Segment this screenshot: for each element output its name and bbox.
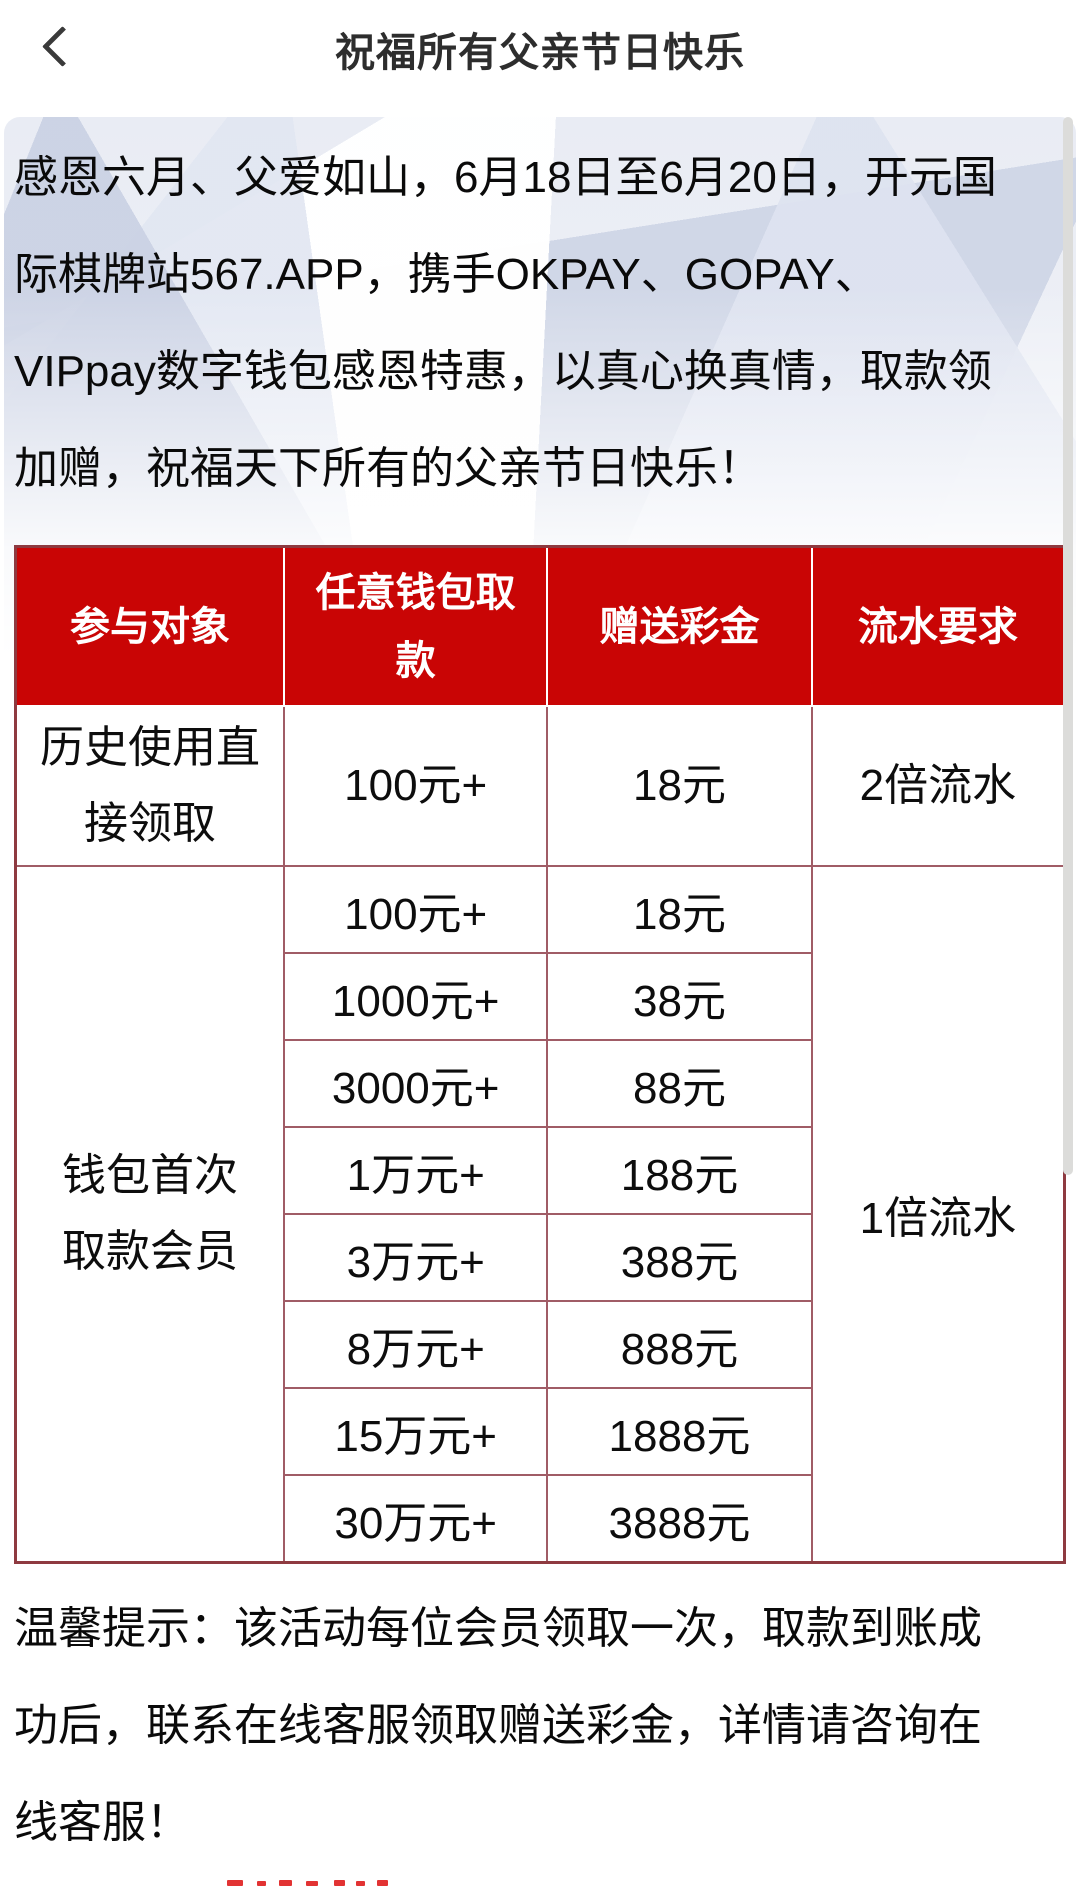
cell-first-turnover: 1倍流水	[810, 865, 1066, 1564]
notice-paragraph: 温馨提示：该活动每位会员领取一次，取款到账成功后，联系在线客服领取赠送彩金，详情…	[14, 1604, 982, 1847]
promo-paragraph: 感恩六月、父爱如山，6月18日至6月20日，开元国际棋牌站567.APP，携手O…	[14, 153, 997, 493]
cell-tier-withdraw: 8万元+	[283, 1300, 549, 1389]
cell-tier-bonus: 888元	[546, 1300, 813, 1389]
cutoff-red-text	[227, 1879, 388, 1886]
table-row: 3000元+ 88元	[16, 1039, 1065, 1128]
cell-tier-bonus: 3888元	[546, 1474, 813, 1564]
cell-first-target: 钱包首次 取款会员	[14, 865, 286, 1564]
cell-tier-bonus: 88元	[546, 1039, 813, 1128]
cell-tier-withdraw: 3万元+	[283, 1213, 549, 1302]
cell-tier-bonus: 38元	[546, 952, 813, 1041]
cell-tier-withdraw: 30万元+	[283, 1474, 549, 1564]
cell-history-withdraw: 100元+	[283, 705, 549, 867]
cell-tier-bonus: 18元	[546, 865, 813, 954]
cell-tier-bonus: 388元	[546, 1213, 813, 1302]
back-button[interactable]	[26, 14, 90, 78]
table-row: 15万元+ 1888元	[16, 1387, 1065, 1476]
cell-tier-withdraw: 3000元+	[283, 1039, 549, 1128]
column-header-target: 参与对象	[14, 545, 286, 707]
cell-tier-withdraw: 15万元+	[283, 1387, 549, 1476]
nav-bar: 祝福所有父亲节日快乐	[0, 0, 1080, 117]
cell-tier-bonus: 1888元	[546, 1387, 813, 1476]
table-row: 1万元+ 188元	[16, 1126, 1065, 1215]
table-header-row: 参与对象 任意钱包取 款 赠送彩金 流水要求	[14, 545, 1066, 707]
chevron-left-icon	[41, 25, 83, 67]
column-header-bonus: 赠送彩金	[546, 545, 813, 707]
cell-tier-withdraw: 1万元+	[283, 1126, 549, 1215]
cell-tier-bonus: 188元	[546, 1126, 813, 1215]
cell-history-bonus: 18元	[546, 705, 813, 867]
bonus-table: 参与对象 任意钱包取 款 赠送彩金 流水要求 历史使用直 接领取 100元+ 1…	[14, 545, 1066, 1564]
table-row: 8万元+ 888元	[16, 1300, 1065, 1389]
cell-history-target: 历史使用直 接领取	[14, 705, 286, 867]
column-header-withdraw: 任意钱包取 款	[283, 545, 549, 707]
table-row: 钱包首次 取款会员 100元+ 18元 1倍流水	[14, 865, 1066, 1564]
table-row: 30万元+ 3888元	[16, 1474, 1065, 1564]
cell-history-turnover: 2倍流水	[810, 705, 1066, 867]
page-title: 祝福所有父亲节日快乐	[335, 30, 745, 75]
column-header-turnover: 流水要求	[810, 545, 1066, 707]
table-row: 1000元+ 38元	[16, 952, 1065, 1041]
promo-card: 感恩六月、父爱如山，6月18日至6月20日，开元国际棋牌站567.APP，携手O…	[4, 117, 1076, 1886]
scrollbar-thumb[interactable]	[1063, 117, 1073, 1175]
table-row: 历史使用直 接领取 100元+ 18元 2倍流水	[14, 705, 1066, 867]
cell-tier-withdraw: 100元+	[283, 865, 549, 954]
cell-tier-withdraw: 1000元+	[283, 952, 549, 1041]
table-row: 3万元+ 388元	[16, 1213, 1065, 1302]
